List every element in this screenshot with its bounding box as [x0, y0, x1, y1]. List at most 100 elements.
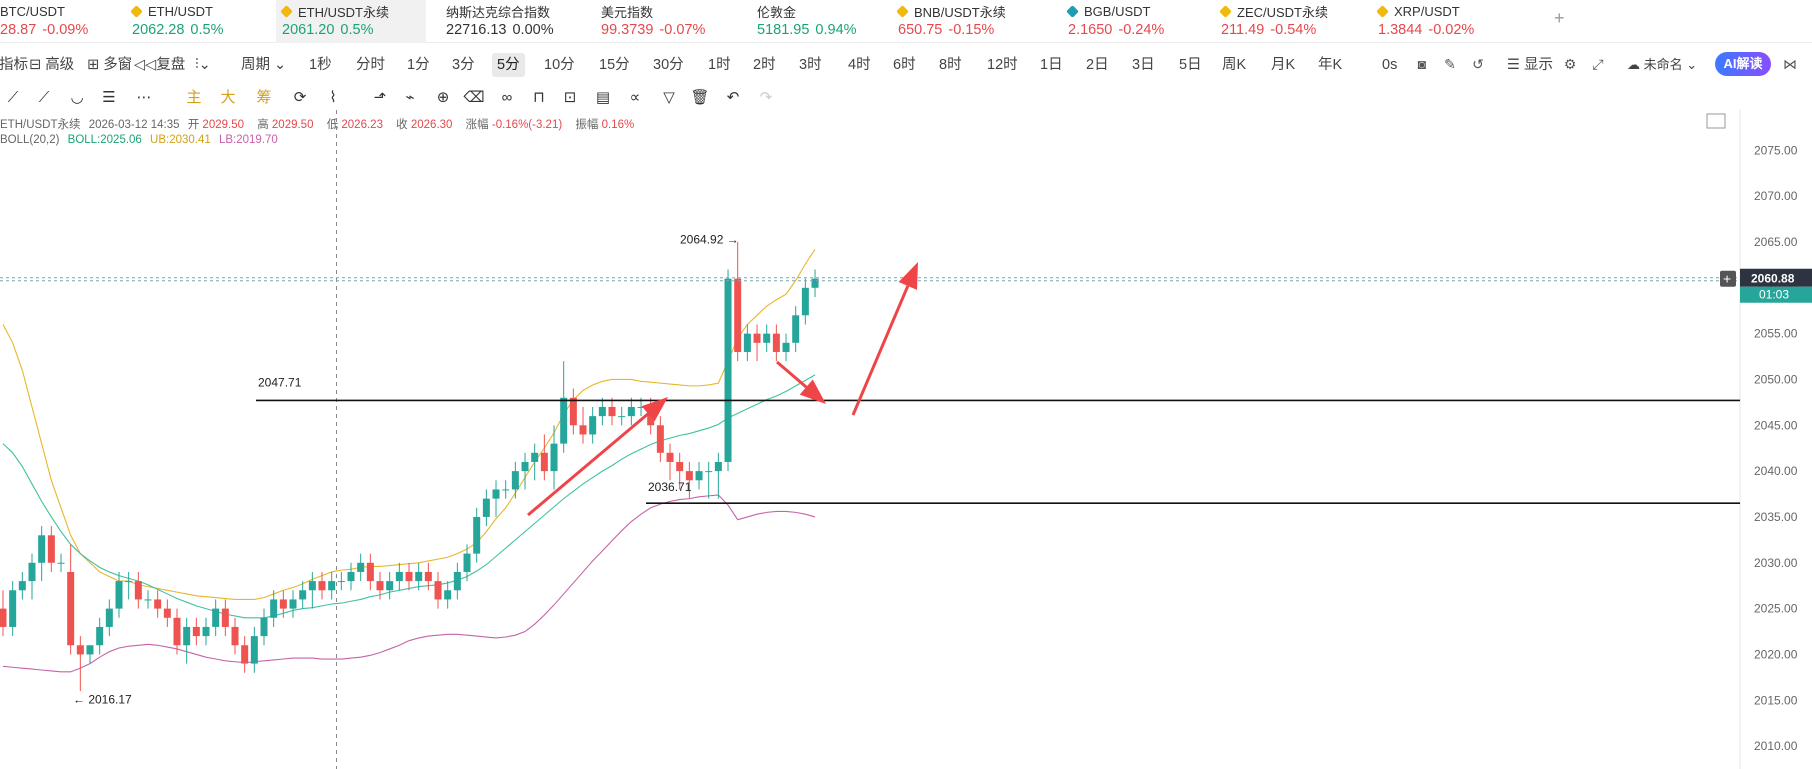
period-button[interactable]: 2日 — [1086, 57, 1109, 73]
period-button[interactable]: 4时 — [848, 57, 871, 73]
period-button[interactable]: 30分 — [653, 57, 684, 73]
period-button[interactable]: 12时 — [987, 57, 1018, 73]
datetime-label: 2026-03-12 14:35 — [88, 119, 180, 131]
ai-interpret-button[interactable]: AI解读 — [1715, 52, 1771, 76]
chart-type-button[interactable]: ⫶⌄ — [190, 53, 216, 77]
period-button[interactable]: 1日 — [1040, 57, 1063, 73]
ticker-tab[interactable]: ZEC/USDT永续 211.49 -0.54% — [1219, 0, 1328, 43]
zoom-icon[interactable]: ⊕ — [436, 89, 450, 106]
lock-icon[interactable]: ⊡ — [563, 89, 577, 106]
undo-draw-icon[interactable]: ↺ — [1472, 56, 1484, 72]
ticker-change: -0.02% — [1428, 22, 1475, 38]
period-button[interactable]: 1秒 — [309, 57, 332, 73]
layout-menu-button[interactable]: ☁ 未命名 ⌄ — [1627, 57, 1698, 72]
note-icon[interactable]: ▤ — [595, 89, 611, 106]
ticker-tab[interactable]: 纳斯达克综合指数 22716.13 0.00% — [446, 0, 554, 43]
camera-icon[interactable]: ◙ — [1417, 56, 1427, 72]
period-button[interactable]: 5日 — [1179, 57, 1202, 73]
candle-body — [569, 397, 577, 426]
period-button[interactable]: 年K — [1318, 57, 1343, 73]
low-value: 2026.23 — [341, 119, 383, 131]
period-button[interactable]: 15分 — [599, 57, 630, 73]
redo-icon[interactable]: ↷ — [759, 89, 773, 106]
candlestick-chart[interactable]: 2075.002070.002065.002060.002055.002050.… — [0, 110, 1812, 769]
ticker-tab[interactable]: 美元指数 99.3739 -0.07% — [601, 0, 705, 43]
period-button[interactable]: 3日 — [1132, 57, 1155, 73]
arrow-down[interactable] — [776, 360, 826, 404]
candle-body — [241, 645, 249, 664]
ticker-strip: BTC/USDT 28.87 -0.09% ETH/USDT 2062.28 0.5% ET… — [0, 0, 1812, 43]
period-button[interactable]: 月K — [1271, 57, 1296, 73]
high-value: 2029.50 — [271, 119, 314, 131]
candle-body — [9, 590, 17, 627]
ticker-tab[interactable]: BGB/USDT 2.1650 -0.24% — [1066, 0, 1164, 43]
period-button[interactable]: 5分 — [492, 53, 525, 77]
advanced-button[interactable]: ⊟ 高级 — [29, 57, 75, 73]
ruler-icon[interactable]: ⌁ — [405, 89, 415, 106]
period-button[interactable]: 2时 — [753, 57, 776, 73]
ticker-tab[interactable]: BTC/USDT 28.87 -0.09% — [0, 0, 88, 43]
replay-button[interactable]: ◁◁复盘 — [134, 57, 186, 73]
period-button[interactable]: 1时 — [708, 57, 731, 73]
period-button[interactable]: 1分 — [407, 57, 430, 73]
boll-info-line: BOLL(20,2) BOLL:2025.06 UB:2030.41 LB:20… — [0, 134, 283, 146]
eraser-icon[interactable]: ⌫ — [463, 89, 485, 106]
candle-body — [627, 406, 635, 417]
line-tool-icon[interactable]: ⟋ — [7, 89, 19, 106]
trash-icon[interactable]: 🗑 — [690, 89, 710, 106]
chip-distribution-toggle[interactable]: 筹 — [256, 89, 272, 106]
candle-body — [250, 636, 258, 664]
candle-body — [57, 562, 65, 564]
ticker-name: ETH/USDT永续 — [298, 4, 390, 20]
display-button[interactable]: ☰ 显示 — [1507, 57, 1554, 73]
pattern-icon[interactable]: ∞ — [501, 89, 513, 106]
replay-icon: ◁◁ — [134, 57, 157, 73]
multi-window-button[interactable]: ⊞ 多窗 — [87, 57, 133, 73]
period-menu-button[interactable]: 周期 ⌄ — [241, 57, 287, 73]
ticker-tab[interactable]: XRP/USDT 1.3844 -0.02% — [1376, 0, 1475, 43]
sync-icon[interactable]: ⟳ — [293, 89, 307, 106]
undo-icon[interactable]: ↶ — [726, 89, 740, 106]
price-tag-value: 2060.88 — [1751, 272, 1795, 286]
settings-icon[interactable]: ⚙ — [1563, 56, 1577, 72]
list-icon: ☰ — [1507, 57, 1525, 73]
ticker-tab[interactable]: BNB/USDT永续 650.75 -0.15% — [896, 0, 1006, 43]
shape-tool-icon[interactable]: ⬏ — [373, 89, 387, 106]
candle-body — [676, 461, 684, 472]
candle-body — [695, 471, 703, 481]
candle-body — [202, 626, 210, 637]
parallel-tool-icon[interactable]: ☰ — [102, 89, 116, 106]
more-tools-icon[interactable]: ⋯ — [136, 89, 152, 106]
period-button[interactable]: 周K — [1222, 57, 1247, 73]
ray-tool-icon[interactable]: ⟋ — [38, 89, 50, 106]
period-button[interactable]: 分时 — [356, 57, 385, 73]
indicators-button[interactable]: 指标 — [0, 57, 28, 73]
link-icon[interactable]: ∝ — [629, 89, 641, 106]
arrow-up-2[interactable] — [851, 262, 918, 416]
period-button[interactable]: 3分 — [452, 57, 475, 73]
brush-icon[interactable]: ⌇ — [329, 89, 337, 106]
period-button[interactable]: 8时 — [939, 57, 962, 73]
ticker-tab[interactable]: ETH/USDT永续 2061.20 0.5% — [276, 0, 426, 43]
period-button[interactable]: 10分 — [544, 57, 575, 73]
arrow-up-1[interactable] — [527, 397, 668, 517]
large-order-toggle[interactable]: 大 — [220, 89, 236, 106]
ticker-tab[interactable]: 伦敦金 5181.95 0.94% — [757, 0, 857, 43]
countdown-toggle[interactable]: 0s — [1382, 57, 1398, 73]
pen-icon[interactable]: ✎ — [1444, 56, 1456, 72]
ticker-tab[interactable]: ETH/USDT 2062.28 0.5% — [130, 0, 223, 43]
curve-tool-icon[interactable]: ◡ — [70, 89, 84, 106]
magnet-icon[interactable]: ⊓ — [533, 89, 545, 106]
filter-icon[interactable]: ▽ — [663, 89, 675, 106]
candle-body — [714, 461, 722, 472]
period-button[interactable]: 3时 — [799, 57, 822, 73]
main-chart-toggle[interactable]: 主 — [186, 89, 202, 106]
share-icon[interactable]: ⋈ — [1783, 56, 1797, 72]
chevron-down-icon: ⌄ — [270, 57, 287, 73]
period-button[interactable]: 6时 — [893, 57, 916, 73]
candle-body — [753, 333, 761, 343]
add-tab-icon[interactable]: + — [1554, 8, 1565, 28]
high-annotation: 2064.92 → — [680, 233, 739, 247]
fullscreen-icon[interactable]: ⤢ — [1592, 56, 1604, 72]
